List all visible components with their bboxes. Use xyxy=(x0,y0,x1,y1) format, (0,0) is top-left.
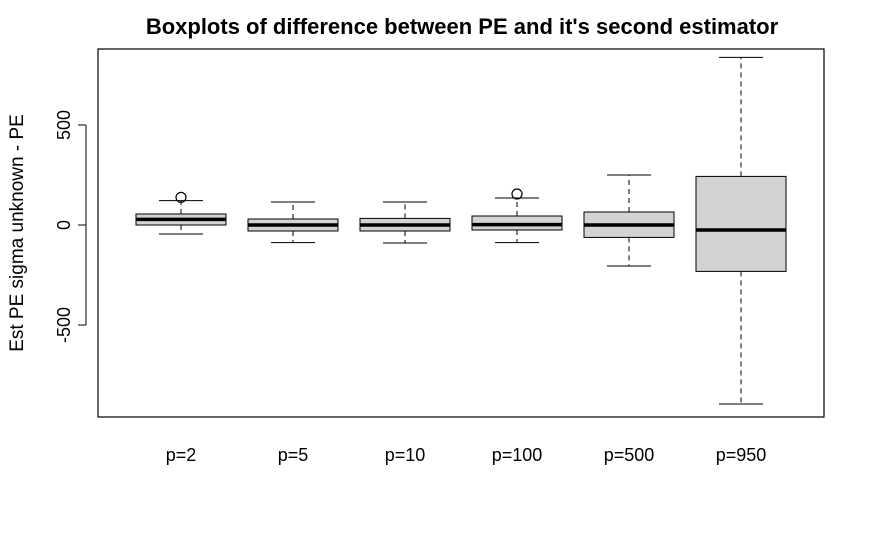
y-tick-label: 500 xyxy=(54,110,74,140)
x-tick-label: p=2 xyxy=(166,445,197,465)
x-tick-label: p=5 xyxy=(278,445,309,465)
x-tick-label: p=950 xyxy=(716,445,767,465)
boxes-group xyxy=(135,56,787,405)
box-p=10 xyxy=(359,201,451,244)
x-tick-label: p=10 xyxy=(385,445,426,465)
outlier-point xyxy=(511,188,523,200)
chart-title: Boxplots of difference between PE and it… xyxy=(146,14,779,39)
box-p=2 xyxy=(135,191,227,235)
y-axis-label: Est PE sigma unknown - PE xyxy=(7,114,28,352)
plot-frame xyxy=(97,48,825,418)
x-tick-label: p=500 xyxy=(604,445,655,465)
iqr-box xyxy=(695,175,787,272)
y-axis: -500 0 500 xyxy=(54,110,87,343)
x-tick-label: p=100 xyxy=(492,445,543,465)
box-p=950 xyxy=(695,56,787,405)
box-p=100 xyxy=(471,188,563,244)
box-p=5 xyxy=(247,201,339,244)
y-tick-label: -500 xyxy=(54,307,74,343)
x-tick-labels: p=2 p=5 p=10 p=100 p=500 p=950 xyxy=(166,445,767,465)
outlier-point xyxy=(175,191,187,203)
y-tick-label: 0 xyxy=(54,220,74,230)
box-p=500 xyxy=(583,174,675,267)
